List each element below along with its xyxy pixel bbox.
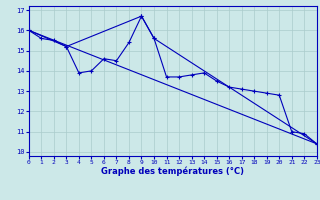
X-axis label: Graphe des températures (°C): Graphe des températures (°C) bbox=[101, 167, 244, 176]
